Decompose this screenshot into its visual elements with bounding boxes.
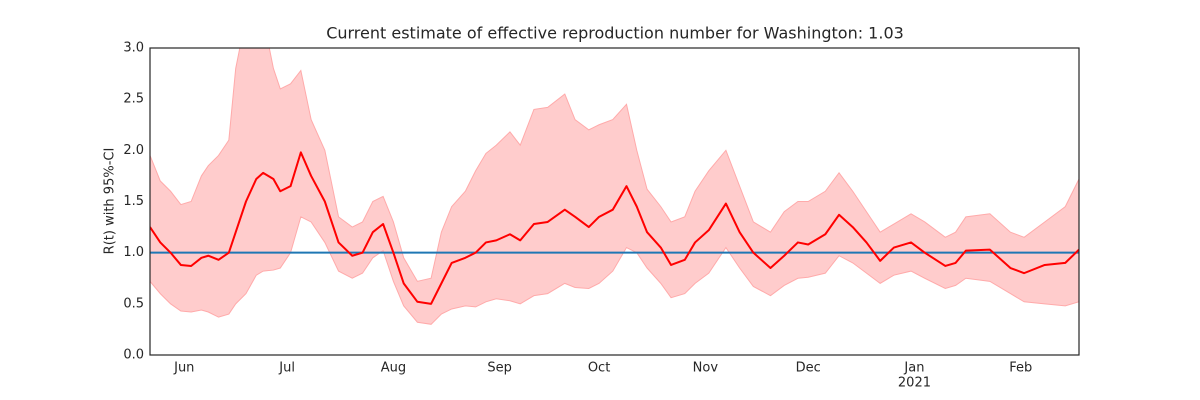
plot-frame <box>149 47 1080 356</box>
confidence-band <box>150 48 1079 325</box>
x-tick-label: Dec <box>796 361 821 376</box>
y-tick-label: 0.5 <box>123 296 144 311</box>
x-tick-label: Sep <box>487 361 512 376</box>
y-axis-label: R(t) with 95%-CI <box>103 148 118 255</box>
x-tick-label: Feb <box>1009 361 1032 376</box>
y-tick-label: 0.0 <box>123 348 144 363</box>
x-tick-label: Jul <box>278 361 295 376</box>
x-tick-label: Nov <box>693 361 719 376</box>
estimate-line <box>150 151 1079 305</box>
y-tick-label: 2.5 <box>123 92 144 107</box>
chart-title: Current estimate of effective reproducti… <box>326 24 904 43</box>
x-tick-label: Aug <box>381 361 406 376</box>
x-tick-label: Oct <box>588 361 610 376</box>
y-tick-label: 3.0 <box>123 41 144 56</box>
x-tick-label: Jun <box>173 361 194 376</box>
y-tick-label: 2.0 <box>123 143 144 158</box>
plot-area <box>150 48 1079 325</box>
x-tick-sublabel: 2021 <box>898 376 931 391</box>
y-tick-label: 1.5 <box>123 194 144 209</box>
y-tick-label: 1.0 <box>123 245 144 260</box>
x-tick-label: Jan <box>903 361 924 376</box>
